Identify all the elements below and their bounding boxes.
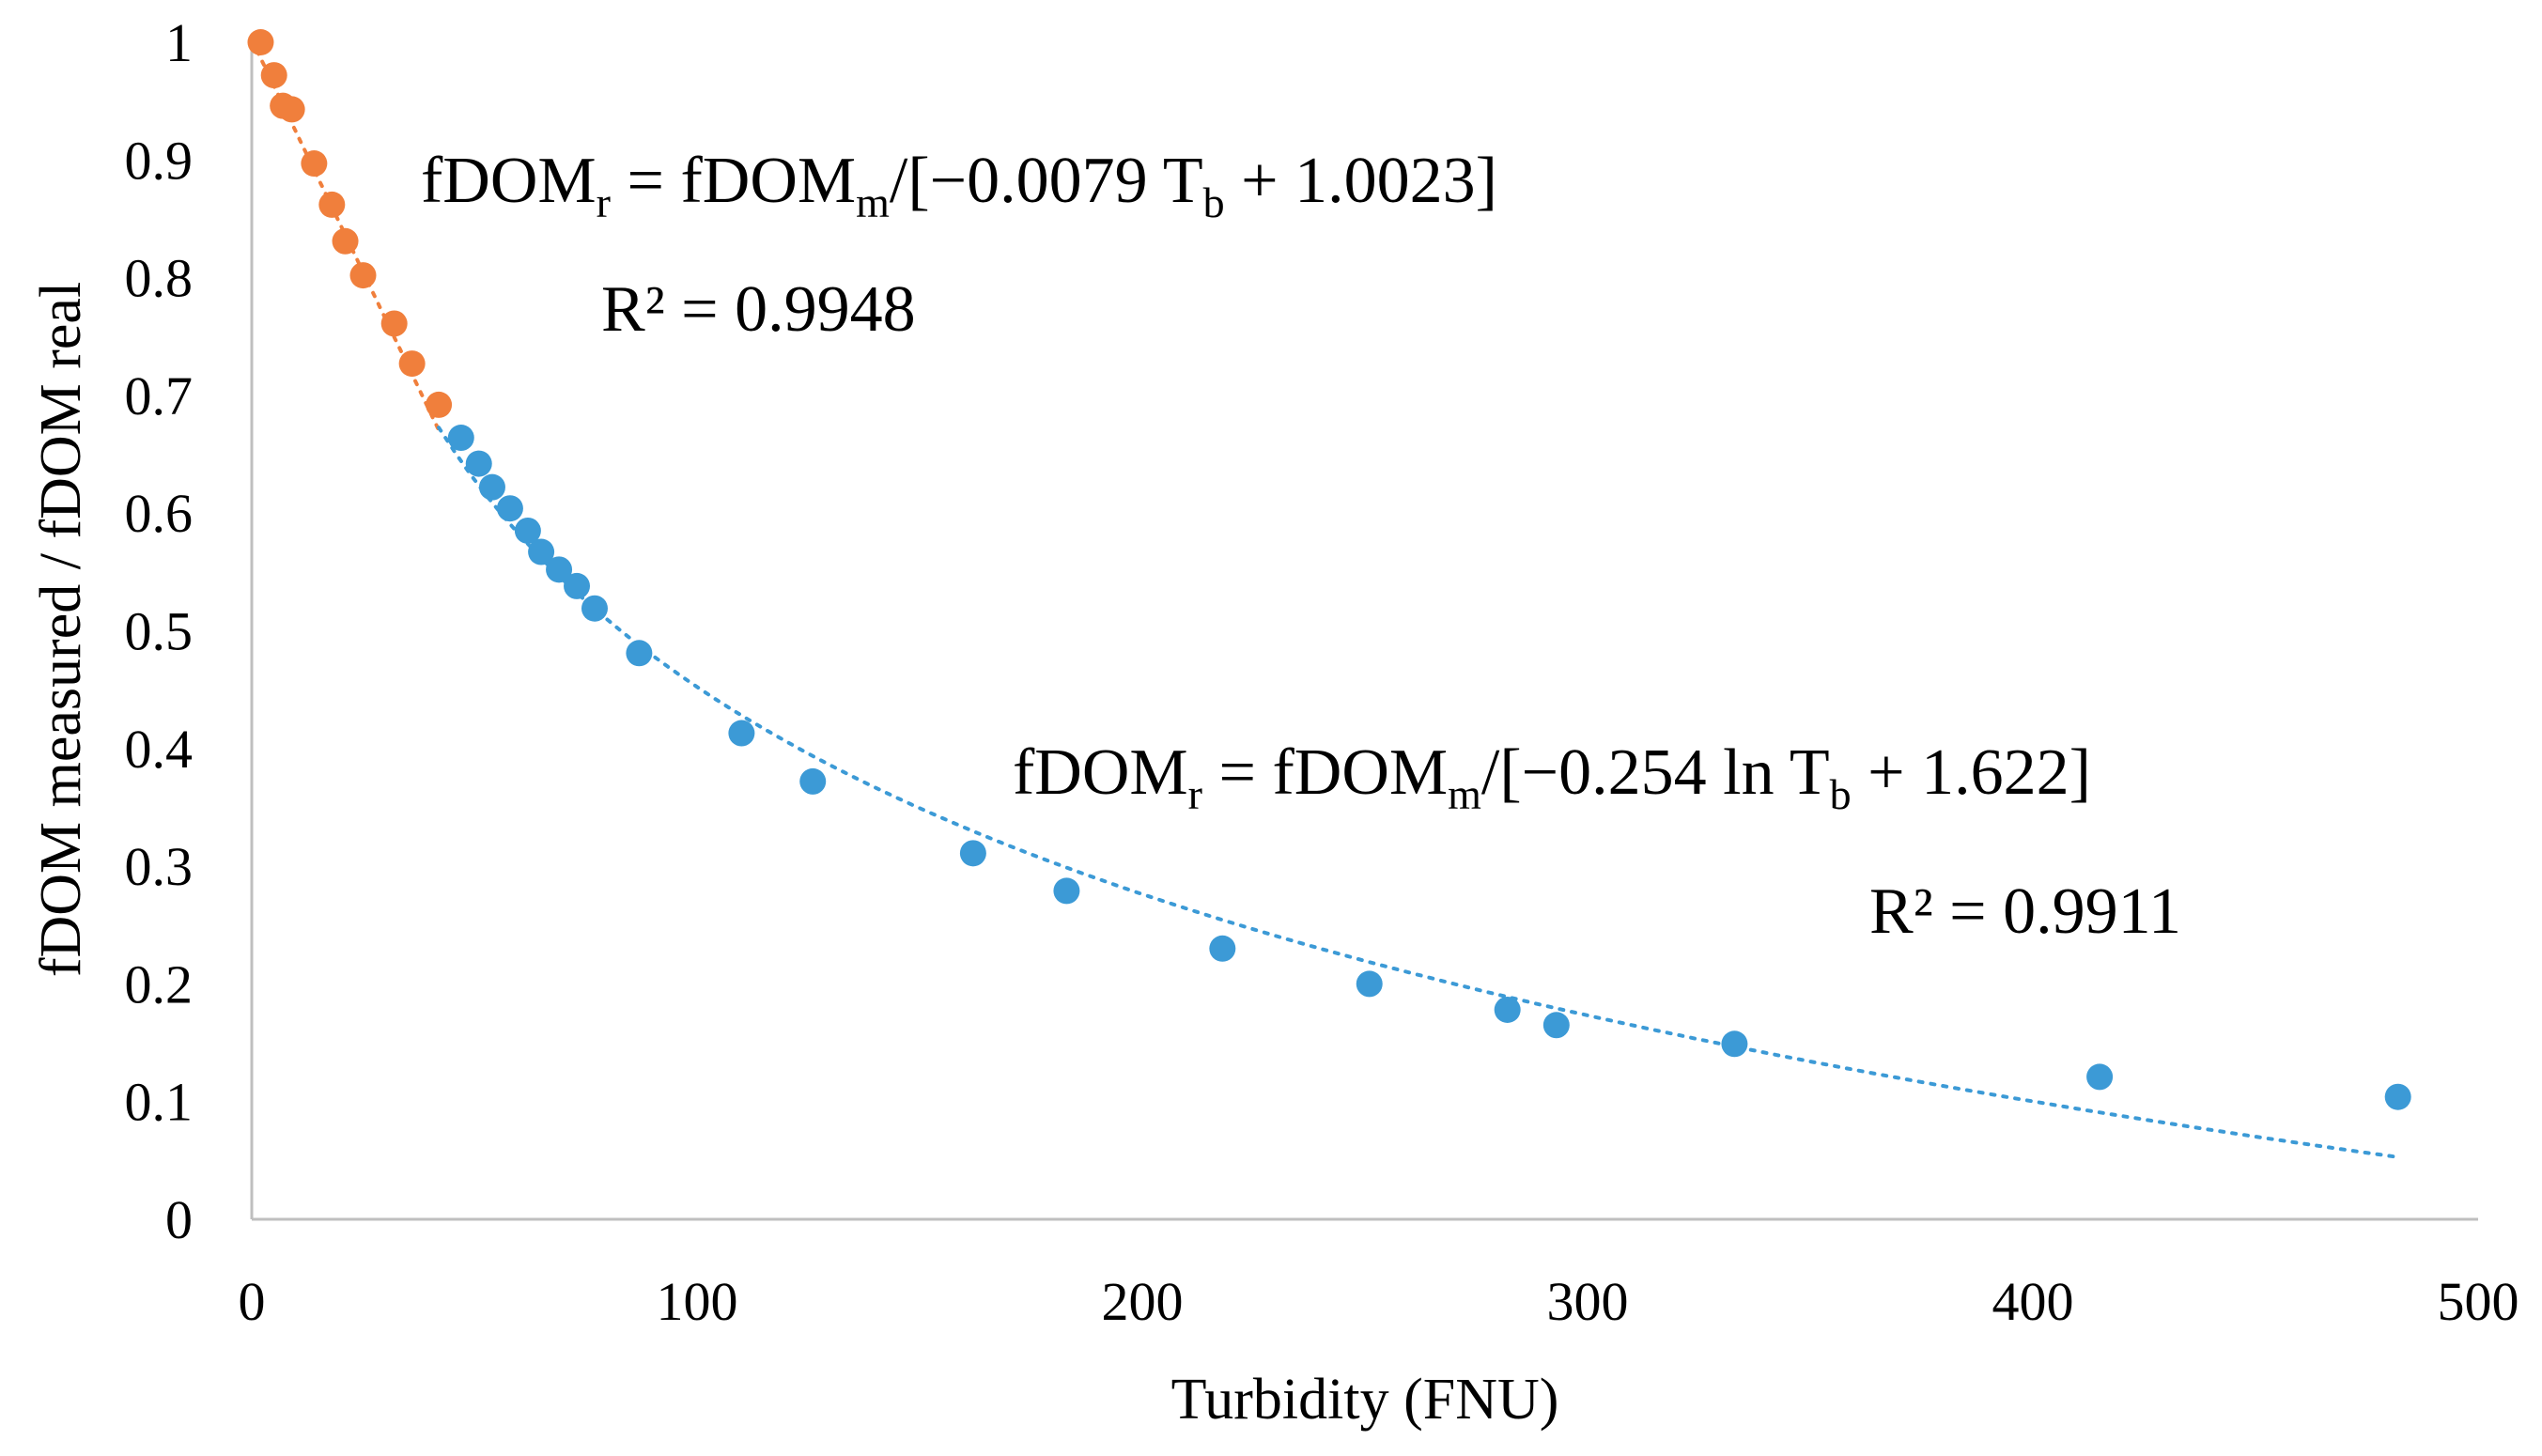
- y-tick-label: 1: [165, 12, 193, 73]
- y-tick-label: 0.8: [125, 248, 194, 309]
- data-point: [2086, 1063, 2114, 1091]
- data-point: [2384, 1083, 2411, 1110]
- data-point: [301, 150, 328, 178]
- data-point: [447, 425, 474, 452]
- data-point: [278, 96, 305, 123]
- data-point: [496, 495, 523, 522]
- x-tick-label: 100: [657, 1271, 738, 1332]
- data-point: [426, 391, 453, 418]
- y-tick-label: 0.4: [125, 719, 194, 780]
- data-point: [332, 227, 359, 255]
- data-point: [728, 720, 755, 747]
- y-axis-title: fDOM measured / fDOM real: [29, 282, 93, 977]
- data-point: [247, 29, 274, 55]
- data-point: [260, 62, 287, 89]
- x-tick-label: 200: [1102, 1271, 1184, 1332]
- y-tick-label: 0.9: [125, 130, 194, 191]
- y-tick-labels: 0 0.1 0.2 0.3 0.4 0.5 0.6 0.7 0.8 0.9 1: [125, 12, 194, 1250]
- data-point: [564, 572, 591, 599]
- trendline-log: [437, 426, 2400, 1159]
- data-point: [799, 767, 827, 795]
- y-tick-label: 0.6: [125, 483, 194, 544]
- data-point: [581, 595, 608, 622]
- data-point: [1542, 1012, 1570, 1039]
- data-point: [478, 473, 505, 501]
- data-point: [1209, 935, 1236, 962]
- data-point: [1356, 970, 1383, 998]
- equation-linear: fDOMr = fDOMm/[−0.0079 Tb + 1.0023]: [421, 145, 1497, 226]
- y-tick-label: 0: [165, 1189, 193, 1250]
- y-tick-label: 0.2: [125, 953, 194, 1015]
- y-tick-label: 0.3: [125, 836, 194, 897]
- data-point: [380, 310, 408, 337]
- data-point: [514, 517, 541, 544]
- data-point: [626, 640, 653, 667]
- x-axis-title: Turbidity (FNU): [1171, 1368, 1559, 1432]
- data-point: [1053, 877, 1080, 905]
- data-point: [1494, 996, 1521, 1023]
- equation-log: fDOMr = fDOMm/[−0.254 ln Tb + 1.622]: [1013, 736, 2091, 818]
- y-tick-label: 0.7: [125, 365, 194, 426]
- data-point: [465, 450, 492, 477]
- y-tick-label: 0.1: [125, 1072, 194, 1133]
- data-point: [528, 538, 555, 565]
- data-point: [1721, 1030, 1748, 1058]
- x-tick-label: 400: [1992, 1271, 2074, 1332]
- data-point: [349, 262, 377, 289]
- data-point: [318, 191, 346, 218]
- x-tick-labels: 0 100 200 300 400 500: [239, 1271, 2519, 1332]
- x-tick-label: 300: [1547, 1271, 1629, 1332]
- x-tick-label: 500: [2438, 1271, 2519, 1332]
- data-point: [959, 840, 986, 867]
- y-tick-label: 0.5: [125, 601, 194, 662]
- x-tick-label: 0: [239, 1271, 266, 1332]
- data-points: [247, 29, 2411, 1110]
- r2-log: R² = 0.9911: [1869, 875, 2181, 948]
- data-point: [546, 556, 573, 583]
- data-point: [398, 350, 426, 378]
- r2-linear: R² = 0.9948: [601, 273, 916, 346]
